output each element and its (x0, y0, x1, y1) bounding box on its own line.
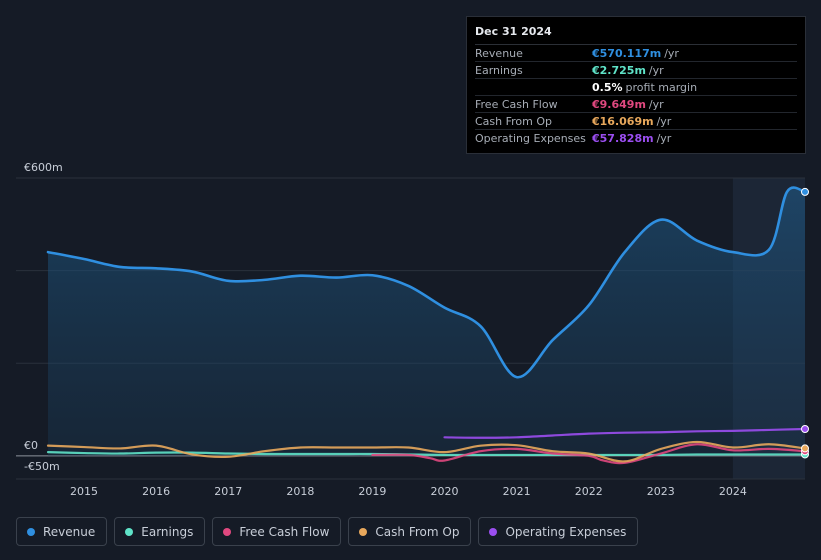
tooltip-unit: /yr (656, 115, 672, 128)
x-tick-label: 2023 (647, 485, 675, 498)
tooltip-row: Cash From Op €16.069m/yr (475, 113, 797, 130)
series-line-operating-expenses (443, 427, 807, 439)
tooltip-unit: /yr (648, 64, 664, 77)
tooltip-value: €2.725m (592, 64, 646, 77)
x-tick-label: 2018 (286, 485, 314, 498)
series-end-point-cash-from-op (801, 444, 809, 453)
tooltip-row: Revenue €570.117m/yr (475, 45, 797, 62)
legend-label: Free Cash Flow (239, 524, 330, 539)
tooltip-row: Free Cash Flow €9.649m/yr (475, 96, 797, 113)
series-end-point-operating-expenses (801, 424, 809, 433)
y-tick-label: -€50m (24, 460, 60, 473)
series-line-earnings (46, 451, 807, 457)
legend-label: Revenue (43, 524, 96, 539)
y-tick-label: €600m (24, 161, 63, 174)
tooltip-unit: /yr (648, 98, 664, 111)
tooltip-row: Earnings €2.725m/yr (475, 62, 797, 79)
legend-item-earnings[interactable]: Earnings (114, 517, 206, 546)
tooltip-value: 0.5% (592, 81, 623, 94)
x-tick-label: 2019 (358, 485, 386, 498)
x-tick-label: 2015 (70, 485, 98, 498)
tooltip-value: €570.117m (592, 47, 662, 60)
legend-dot-icon (223, 527, 232, 536)
tooltip-unit: /yr (656, 132, 672, 145)
x-tick-label: 2022 (575, 485, 603, 498)
legend-item-cash-from-op[interactable]: Cash From Op (348, 517, 472, 546)
tooltip-row: 0.5% profit margin (475, 79, 797, 96)
tooltip-label: Earnings (475, 64, 523, 77)
x-tick-label: 2024 (719, 485, 747, 498)
tooltip-row: Operating Expenses €57.828m/yr (475, 130, 797, 147)
series-end-point-revenue (801, 187, 809, 196)
legend-label: Earnings (141, 524, 194, 539)
tooltip-rows: Revenue €570.117m/yr Earnings €2.725m/yr 0.5… (475, 45, 797, 147)
legend-dot-icon (125, 527, 134, 536)
x-tick-label: 2017 (214, 485, 242, 498)
series-line-cash-from-op (46, 440, 807, 463)
x-tick-label: 2016 (142, 485, 170, 498)
legend-dot-icon (489, 527, 498, 536)
tooltip-label: Free Cash Flow (475, 98, 558, 111)
tooltip-value: €57.828m (592, 132, 654, 145)
tooltip-value: €16.069m (592, 115, 654, 128)
tooltip-unit: profit margin (625, 81, 698, 94)
tooltip-date: Dec 31 2024 (475, 25, 797, 45)
tooltip-unit: /yr (664, 47, 679, 60)
series-area-revenue (48, 187, 805, 456)
legend-dot-icon (359, 527, 368, 536)
tooltip-label (475, 79, 592, 95)
tooltip-panel: Dec 31 2024 Revenue €570.117m/yr Earnings €… (466, 16, 806, 154)
tooltip-label: Revenue (475, 47, 523, 60)
financial-chart: €600m €0 -€50m 2015 2016 2017 2018 2019 2020 2021… (16, 161, 809, 498)
series-line-revenue (46, 186, 807, 379)
tooltip-label: Cash From Op (475, 115, 553, 128)
legend-item-revenue[interactable]: Revenue (16, 517, 108, 546)
legend-label: Cash From Op (375, 524, 460, 539)
tooltip-label: Operating Expenses (475, 132, 586, 145)
y-tick-label: €0 (24, 439, 38, 452)
series-line-free-cash-flow (371, 443, 807, 465)
legend-item-operating-expenses[interactable]: Operating Expenses (478, 517, 639, 546)
legend-item-free-cash-flow[interactable]: Free Cash Flow (212, 517, 342, 546)
x-tick-label: 2021 (503, 485, 531, 498)
tooltip-value: €9.649m (592, 98, 646, 111)
legend-label: Operating Expenses (505, 524, 627, 539)
chart-legend: Revenue Earnings Free Cash Flow Cash From O… (16, 517, 639, 546)
x-tick-label: 2020 (431, 485, 459, 498)
legend-dot-icon (27, 527, 35, 536)
